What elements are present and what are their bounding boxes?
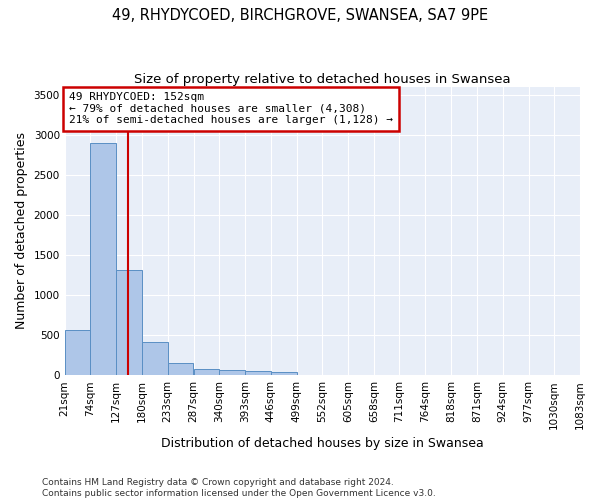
- Bar: [116, 270, 142, 375]
- Bar: [194, 369, 220, 375]
- Y-axis label: Number of detached properties: Number of detached properties: [15, 132, 28, 330]
- X-axis label: Distribution of detached houses by size in Swansea: Distribution of detached houses by size …: [161, 437, 484, 450]
- Bar: [91, 143, 116, 375]
- Title: Size of property relative to detached houses in Swansea: Size of property relative to detached ho…: [134, 72, 511, 86]
- Bar: [271, 372, 296, 375]
- Text: Contains HM Land Registry data © Crown copyright and database right 2024.
Contai: Contains HM Land Registry data © Crown c…: [42, 478, 436, 498]
- Text: 49, RHYDYCOED, BIRCHGROVE, SWANSEA, SA7 9PE: 49, RHYDYCOED, BIRCHGROVE, SWANSEA, SA7 …: [112, 8, 488, 22]
- Bar: [142, 342, 167, 375]
- Text: 49 RHYDYCOED: 152sqm
← 79% of detached houses are smaller (4,308)
21% of semi-de: 49 RHYDYCOED: 152sqm ← 79% of detached h…: [69, 92, 393, 126]
- Bar: [167, 363, 193, 375]
- Bar: [245, 371, 271, 375]
- Bar: [65, 330, 91, 375]
- Bar: [220, 370, 245, 375]
